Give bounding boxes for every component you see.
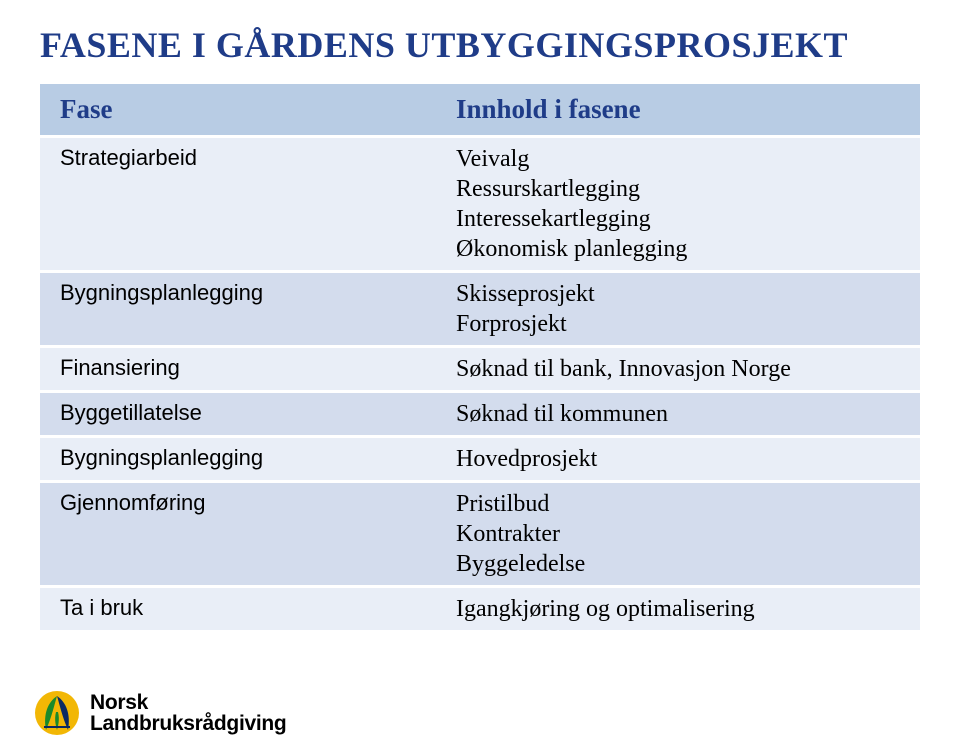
logo-text-line2: Landbruksrådgiving [90, 713, 286, 734]
phase-content: PristilbudKontrakterByggeledelse [436, 482, 920, 587]
phase-label: Ta i bruk [40, 587, 436, 632]
table-row: Bygningsplanlegging Hovedprosjekt [40, 437, 920, 482]
page-title: FASENE I GÅRDENS UTBYGGINGSPROSJEKT [40, 24, 920, 66]
table-row: Strategiarbeid VeivalgRessurskartlegging… [40, 137, 920, 272]
table-row: Ta i bruk Igangkjøring og optimalisering [40, 587, 920, 632]
phase-content: Søknad til bank, Innovasjon Norge [436, 347, 920, 392]
phase-label: Bygningsplanlegging [40, 437, 436, 482]
phase-label: Gjennomføring [40, 482, 436, 587]
table-row: Byggetillatelse Søknad til kommunen [40, 392, 920, 437]
footer-logo: Norsk Landbruksrådgiving [34, 690, 286, 736]
slide: FASENE I GÅRDENS UTBYGGINGSPROSJEKT Fase… [0, 0, 960, 756]
phase-content: Søknad til kommunen [436, 392, 920, 437]
phase-label: Finansiering [40, 347, 436, 392]
table-row: Finansiering Søknad til bank, Innovasjon… [40, 347, 920, 392]
phase-content: Hovedprosjekt [436, 437, 920, 482]
phase-content: VeivalgRessurskartleggingInteressekartle… [436, 137, 920, 272]
logo-mark-icon [34, 690, 80, 736]
phase-content: Igangkjøring og optimalisering [436, 587, 920, 632]
logo-text-line1: Norsk [90, 692, 286, 713]
table-row: Gjennomføring PristilbudKontrakterByggel… [40, 482, 920, 587]
table-header-innhold: Innhold i fasene [436, 84, 920, 137]
table-row: Bygningsplanlegging SkisseprosjektForpro… [40, 272, 920, 347]
phase-content: SkisseprosjektForprosjekt [436, 272, 920, 347]
logo-text: Norsk Landbruksrådgiving [90, 692, 286, 734]
phase-label: Bygningsplanlegging [40, 272, 436, 347]
phase-table: Fase Innhold i fasene Strategiarbeid Vei… [40, 84, 920, 633]
phase-label: Strategiarbeid [40, 137, 436, 272]
table-header-row: Fase Innhold i fasene [40, 84, 920, 137]
table-header-fase: Fase [40, 84, 436, 137]
phase-label: Byggetillatelse [40, 392, 436, 437]
